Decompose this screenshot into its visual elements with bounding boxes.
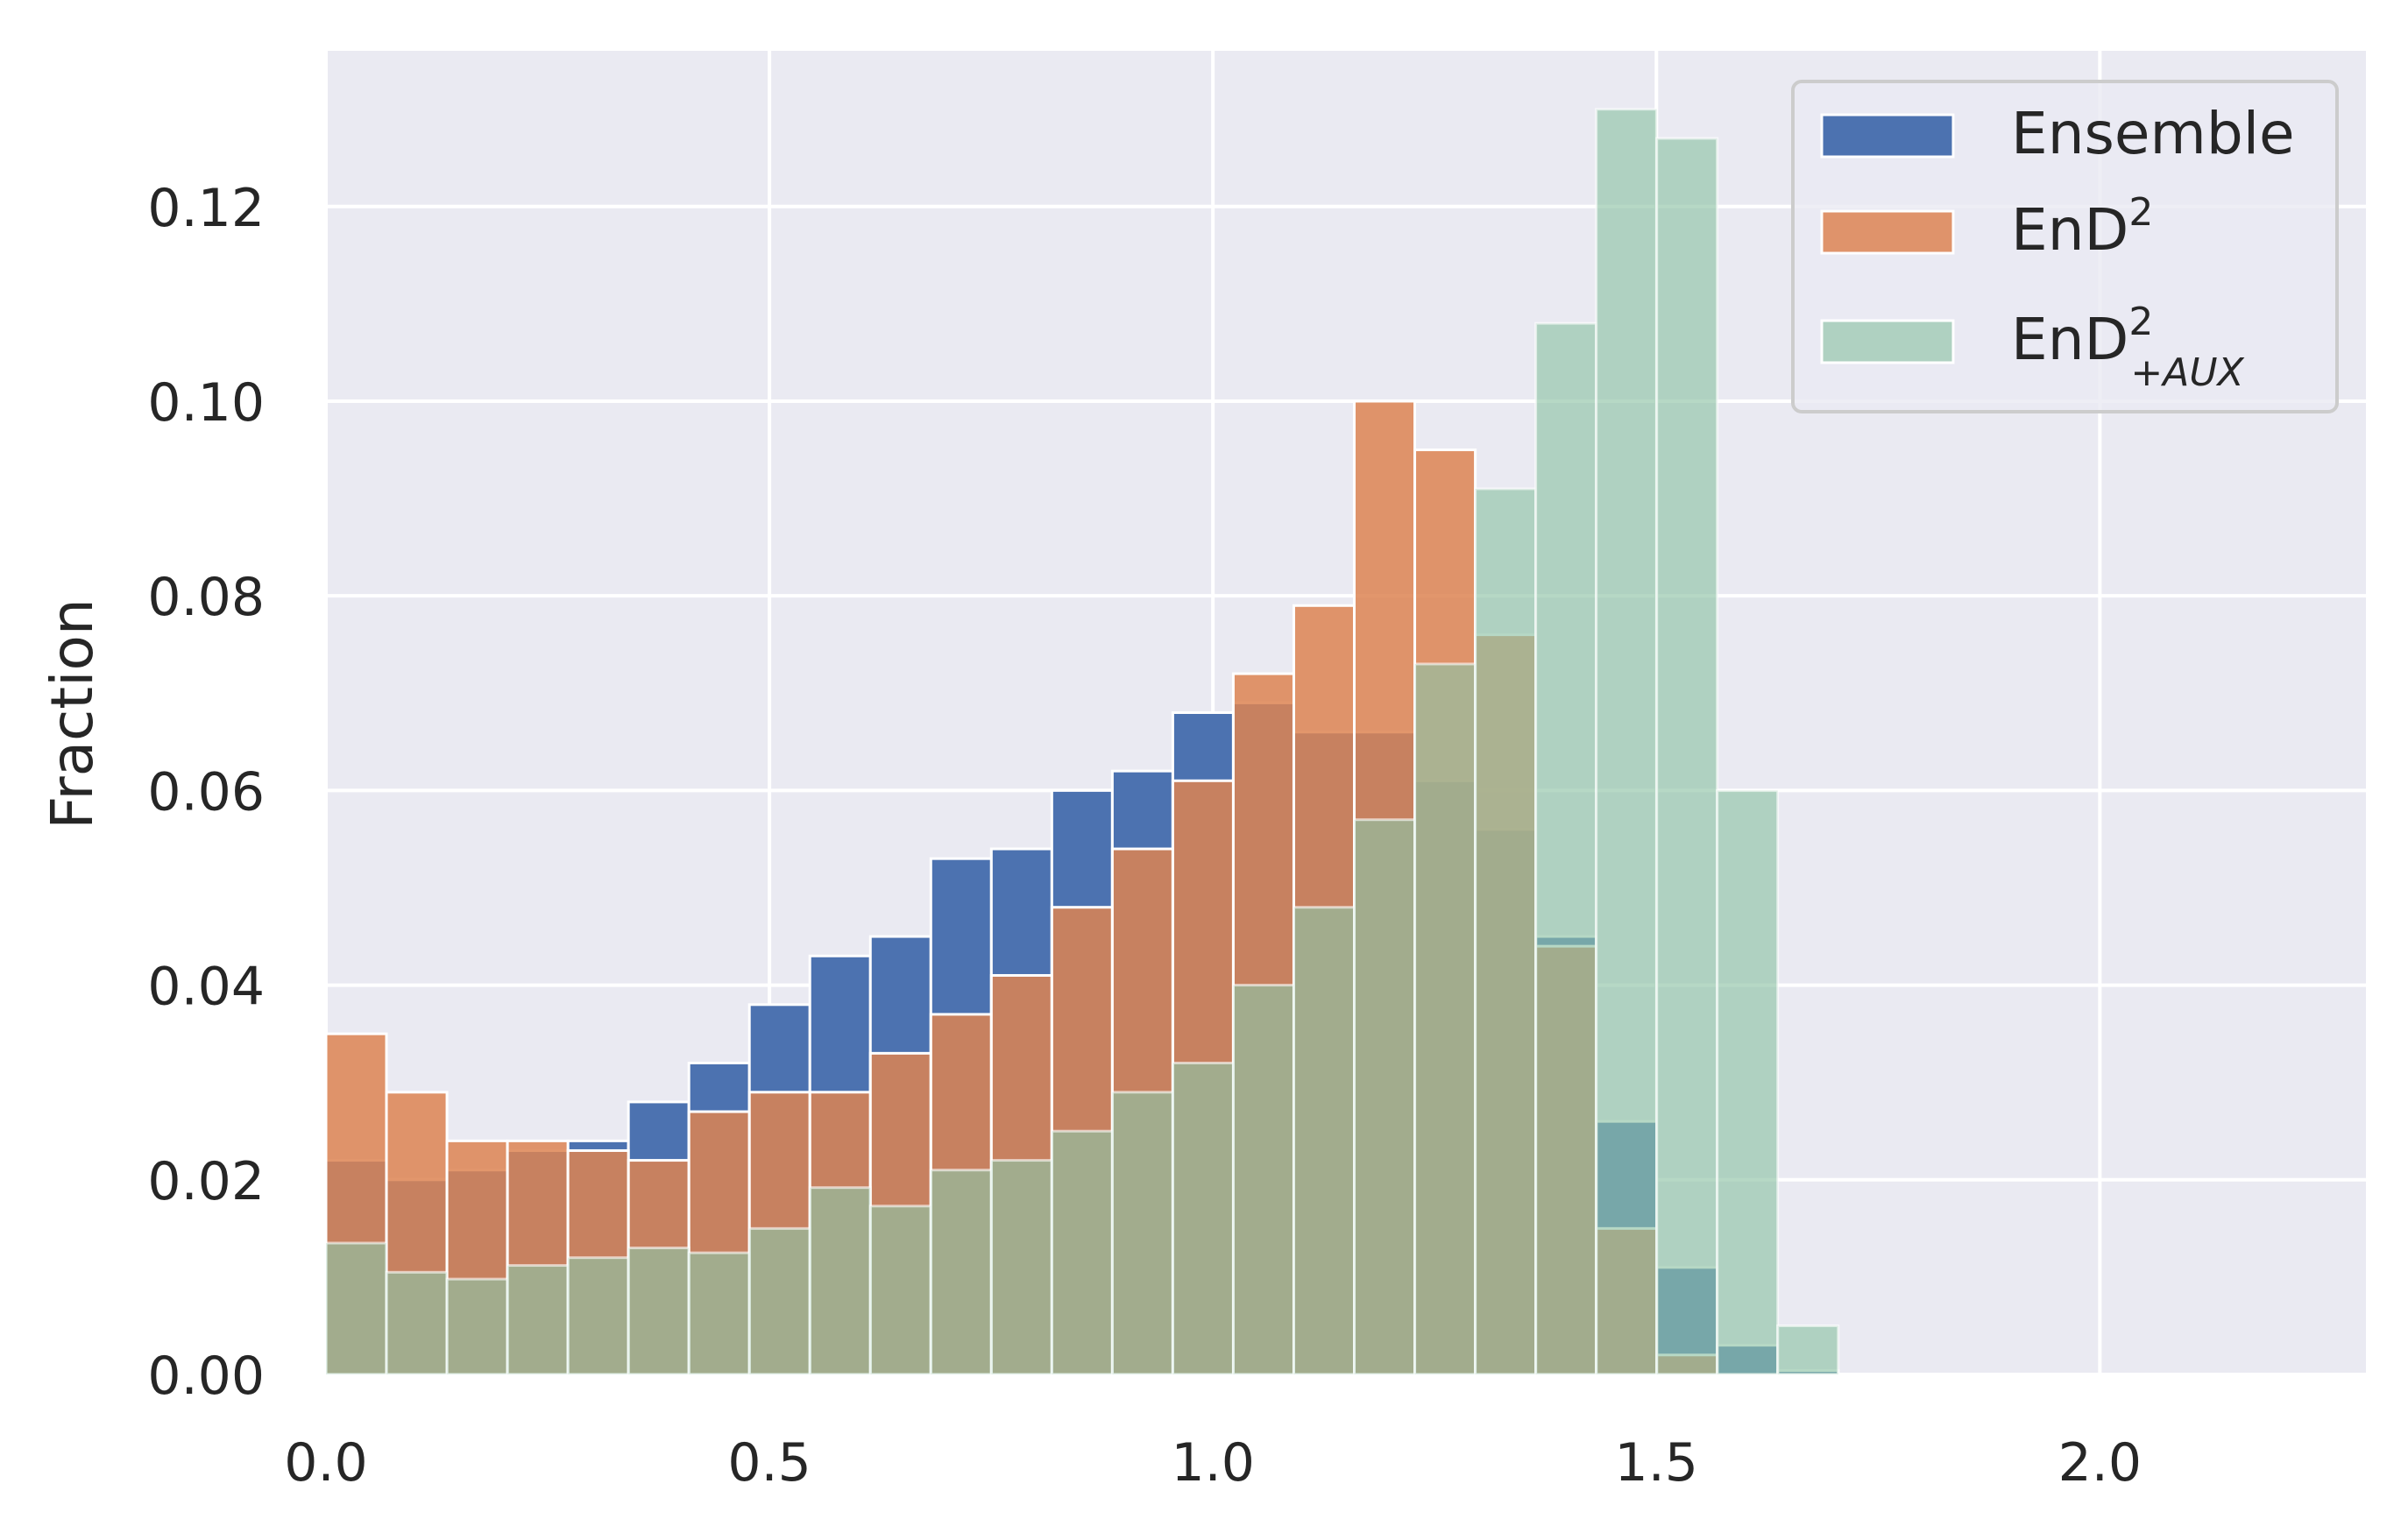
bar [808, 1186, 872, 1376]
bars-layer [324, 108, 1840, 1376]
x-tick-label: 1.5 [1615, 1432, 1698, 1494]
legend: Ensemble EnD2 EnD2 +AUX [1791, 80, 2339, 413]
x-tick-label: 2.0 [2058, 1432, 2142, 1494]
y-axis-label: Fraction [39, 598, 106, 829]
legend-swatch [1820, 319, 1955, 364]
y-tick-label: 0.10 [147, 372, 265, 434]
bar [1353, 818, 1417, 1376]
x-tick-label: 0.5 [727, 1432, 811, 1494]
legend-swatch [1820, 113, 1955, 159]
bar [506, 1264, 570, 1376]
bar [687, 1251, 751, 1376]
legend-label: EnD2 +AUX [2011, 300, 2245, 395]
bar [1413, 662, 1477, 1376]
x-tick-label: 1.0 [1171, 1432, 1254, 1494]
bar [1776, 1324, 1840, 1376]
legend-label: Ensemble [2011, 100, 2295, 167]
y-tick-label: 0.06 [147, 761, 265, 823]
y-tick-label: 0.12 [147, 178, 265, 239]
bar [1716, 788, 1780, 1376]
bar [1534, 321, 1598, 1376]
bar [747, 1226, 811, 1376]
x-tick-labels: 0.0 0.5 1.0 1.5 2.0 [284, 1432, 2142, 1494]
bar [385, 1270, 449, 1376]
bar [566, 1256, 630, 1376]
bar [627, 1247, 691, 1376]
y-tick-label: 0.00 [147, 1346, 265, 1407]
bar [1655, 137, 1719, 1376]
series-2-bars [324, 108, 1840, 1376]
bar [929, 1169, 993, 1376]
legend-swatch [1820, 209, 1955, 255]
bar [1474, 487, 1538, 1376]
bar [1171, 1061, 1235, 1376]
y-tick-label: 0.04 [147, 957, 265, 1018]
y-tick-label: 0.02 [147, 1151, 265, 1212]
y-tick-labels: 0.00 0.02 0.04 0.06 0.08 0.10 0.12 [147, 178, 265, 1407]
bar [1231, 984, 1295, 1376]
bar [989, 1159, 1053, 1376]
bar [1595, 108, 1659, 1376]
bar [1110, 1091, 1174, 1376]
y-tick-label: 0.08 [147, 567, 265, 628]
bar [868, 1204, 932, 1376]
bar [1050, 1129, 1114, 1376]
x-tick-label: 0.0 [284, 1432, 367, 1494]
bar [1292, 906, 1356, 1376]
bar [324, 1241, 388, 1376]
legend-label: EnD2 [2011, 190, 2153, 264]
bar [445, 1277, 509, 1376]
